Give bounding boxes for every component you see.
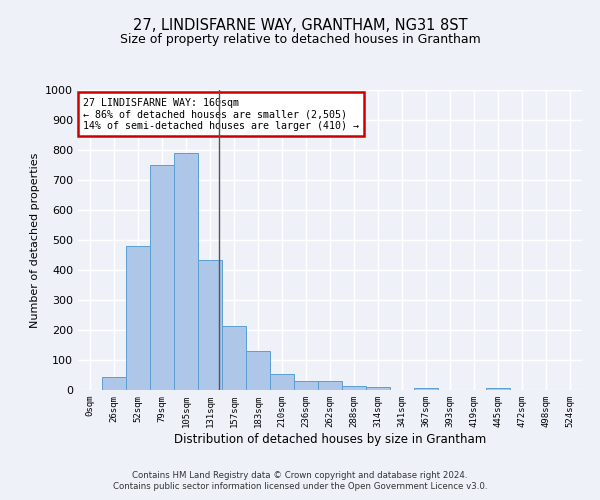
Text: Contains HM Land Registry data © Crown copyright and database right 2024.: Contains HM Land Registry data © Crown c… (132, 470, 468, 480)
Bar (246, 351, 270, 390)
Text: 27 LINDISFARNE WAY: 160sqm
← 86% of detached houses are smaller (2,505)
14% of s: 27 LINDISFARNE WAY: 160sqm ← 86% of deta… (83, 98, 359, 130)
Bar (198, 260, 222, 390)
Text: Size of property relative to detached houses in Grantham: Size of property relative to detached ho… (119, 32, 481, 46)
Bar (294, 381, 318, 390)
Bar (150, 165, 174, 390)
Bar (174, 153, 198, 390)
Text: 27, LINDISFARNE WAY, GRANTHAM, NG31 8ST: 27, LINDISFARNE WAY, GRANTHAM, NG31 8ST (133, 18, 467, 32)
Bar (414, 388, 438, 390)
Bar (318, 381, 342, 390)
Bar (102, 378, 126, 390)
Text: Contains public sector information licensed under the Open Government Licence v3: Contains public sector information licen… (113, 482, 487, 491)
Text: Distribution of detached houses by size in Grantham: Distribution of detached houses by size … (174, 432, 486, 446)
Bar (126, 246, 150, 390)
Bar (342, 386, 366, 390)
Bar (270, 374, 294, 390)
Bar (366, 387, 390, 390)
Y-axis label: Number of detached properties: Number of detached properties (29, 152, 40, 328)
Bar (486, 388, 510, 390)
Bar (222, 326, 246, 390)
